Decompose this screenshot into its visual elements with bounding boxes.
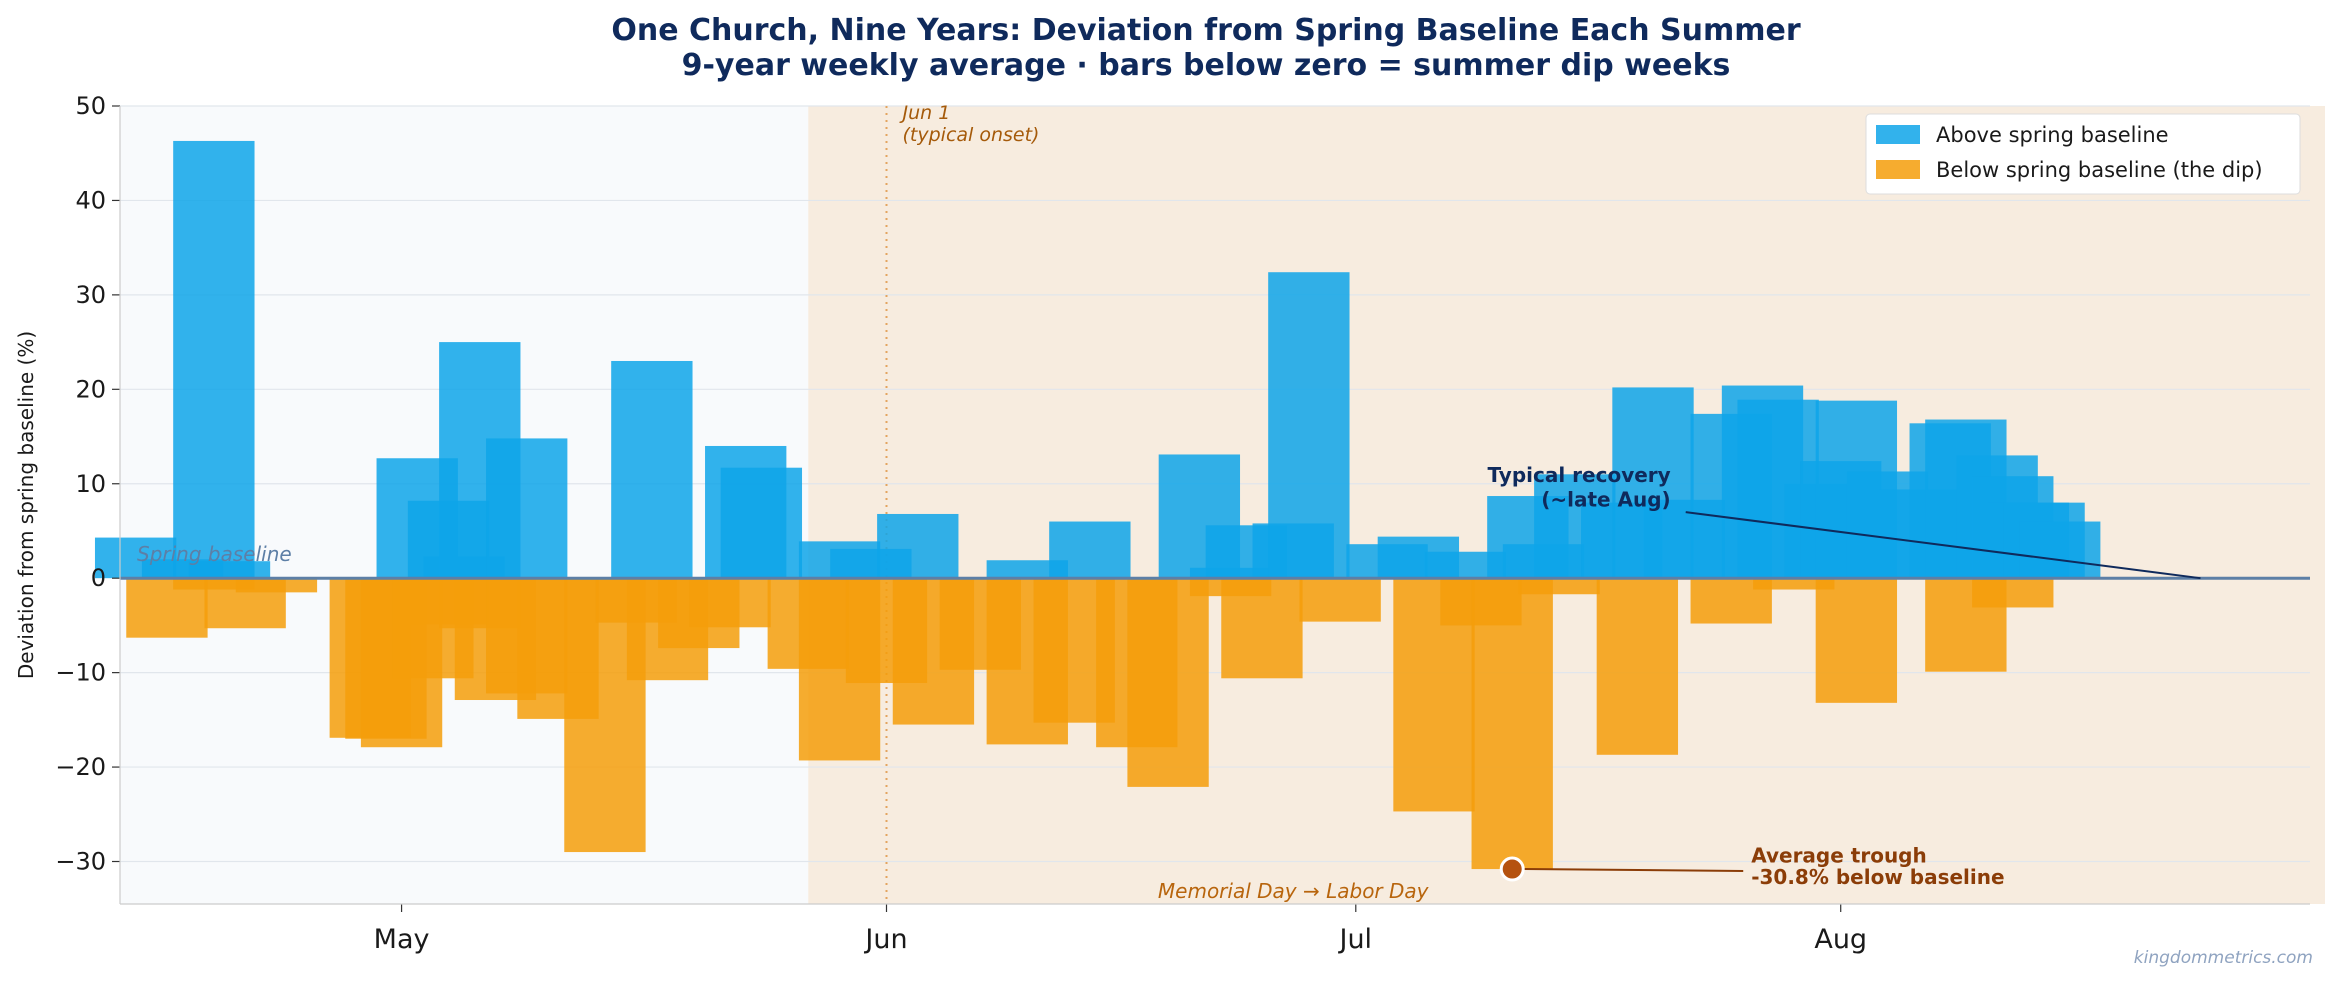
bar-above-baseline — [173, 140, 255, 579]
bar-above-baseline — [2019, 521, 2101, 579]
bar-below-baseline — [1518, 578, 1600, 595]
y-tick-label: −30 — [55, 848, 106, 876]
trough-sublabel: -30.8% below baseline — [1751, 865, 2004, 889]
series-below-bars — [126, 578, 2054, 870]
y-tick-label: 40 — [75, 186, 106, 214]
bar-above-baseline — [188, 561, 271, 579]
bar-above-baseline — [986, 560, 1068, 579]
y-tick-label: 10 — [75, 470, 106, 498]
y-tick-label: 20 — [75, 375, 106, 403]
trough-marker — [1499, 856, 1525, 882]
axes: 50 40 30 20 10 0 −10 −20 −30 May Jun Jul Aug — [55, 92, 2310, 955]
legend-swatch-below — [1876, 160, 1920, 179]
legend: Above spring baseline Below spring basel… — [1865, 113, 2301, 195]
recovery-label: Typical recovery — [1488, 463, 1671, 487]
bar-below-baseline — [689, 578, 771, 628]
bar-below-baseline — [1753, 578, 1835, 590]
onset-sublabel: (typical onset) — [903, 124, 1040, 146]
trough-label: Average trough — [1751, 843, 1927, 867]
chart-subtitle: 9-year weekly average · bars below zero … — [682, 48, 1731, 83]
bar-below-baseline — [1299, 578, 1381, 622]
legend-box — [1865, 113, 2301, 195]
bar-below-baseline — [1221, 578, 1303, 679]
bar-below-baseline — [1972, 578, 2054, 608]
y-tick-label: −10 — [55, 659, 106, 687]
bar-above-baseline — [1268, 272, 1350, 579]
bar-below-baseline — [1127, 578, 1209, 787]
bar-below-baseline — [1596, 578, 1679, 755]
recovery-pointer — [1685, 511, 2201, 580]
bar-above-baseline — [877, 513, 959, 579]
trough-pointer — [1524, 868, 1744, 872]
y-tick-label: 50 — [75, 92, 106, 120]
legend-label-below: Below spring baseline (the dip) — [1936, 158, 2263, 182]
bar-above-baseline — [486, 438, 568, 579]
x-tick-label: Jul — [1337, 924, 1372, 955]
y-axis-label: Deviation from spring baseline (%) — [14, 331, 38, 679]
bar-above-baseline — [611, 360, 693, 579]
chart-title: One Church, Nine Years: Deviation from S… — [611, 13, 1800, 48]
onset-label: Jun 1 — [899, 102, 951, 124]
bar-below-baseline — [1471, 578, 1553, 870]
baseline-label: Spring baseline — [137, 542, 292, 566]
bar-below-baseline — [1815, 578, 1898, 703]
series-above-bars — [94, 140, 2101, 579]
shaded-region-label: Memorial Day → Labor Day — [1158, 879, 1430, 903]
recovery-sublabel: (~late Aug) — [1541, 487, 1671, 511]
bar-below-baseline — [235, 578, 318, 593]
x-tick-label: Jun — [863, 924, 907, 955]
y-tick-label: 0 — [91, 564, 106, 592]
y-tick-label: −20 — [55, 753, 106, 781]
bar-above-baseline — [720, 467, 803, 579]
bar-above-baseline — [1049, 521, 1131, 579]
legend-swatch-above — [1876, 125, 1920, 144]
y-tick-label: 30 — [75, 281, 106, 309]
plot-area — [94, 105, 2325, 904]
x-tick-label: May — [374, 924, 430, 955]
legend-label-above: Above spring baseline — [1936, 123, 2169, 147]
watermark: kingdommetrics.com — [2134, 948, 2313, 968]
x-tick-label: Aug — [1814, 924, 1867, 955]
